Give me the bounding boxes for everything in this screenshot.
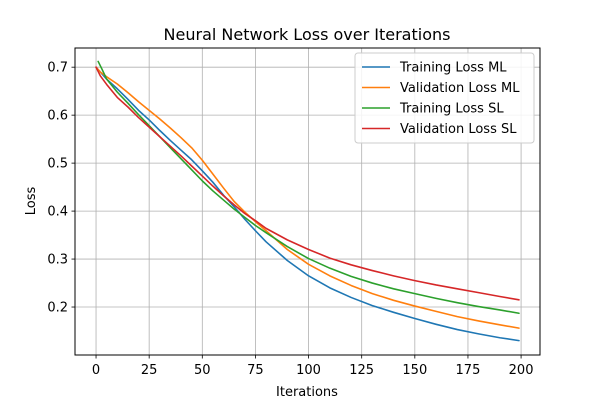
x-tick-label: 200	[509, 363, 534, 378]
x-tick-label: 150	[402, 363, 427, 378]
y-tick-label: 0.5	[47, 157, 68, 172]
series-line-validation-loss-sl	[95, 66, 520, 301]
legend: Training Loss ML Validation Loss ML Traini…	[354, 52, 535, 144]
legend-label-training-loss-sl: Training Loss SL	[399, 102, 504, 117]
series-lines	[95, 60, 520, 342]
x-tick-label: 25	[141, 363, 158, 378]
legend-label-validation-loss-ml: Validation Loss ML	[400, 81, 520, 96]
x-tick-label: 125	[349, 363, 374, 378]
legend-label-validation-loss-sl: Validation Loss SL	[400, 122, 517, 137]
chart-title: Neural Network Loss over Iterations	[164, 25, 451, 44]
x-tick-label: 175	[456, 363, 481, 378]
y-tick-label: 0.6	[47, 109, 68, 124]
y-tick-label: 0.7	[47, 61, 68, 76]
y-tick-label: 0.2	[47, 301, 68, 316]
series-line-validation-loss-ml	[95, 66, 520, 329]
legend-box	[354, 52, 535, 144]
x-tick-label: 75	[247, 363, 264, 378]
y-axis-label: Loss	[24, 187, 39, 216]
y-tick-label: 0.3	[47, 253, 68, 268]
legend-label-training-loss-ml: Training Loss ML	[399, 61, 507, 76]
y-tick-label: 0.4	[47, 205, 68, 220]
x-tick-label: 0	[92, 363, 100, 378]
x-tick-label: 50	[194, 363, 211, 378]
x-axis-label: Iterations	[276, 385, 338, 400]
series-line-training-loss-sl	[97, 60, 520, 315]
x-tick-label: 100	[296, 363, 321, 378]
plot-frame	[74, 47, 541, 356]
axis-ticks: 0 25 50 75 100 125 150 175 200 0.2 0.3 0.4 0.5 0.6 0.7	[47, 61, 533, 378]
